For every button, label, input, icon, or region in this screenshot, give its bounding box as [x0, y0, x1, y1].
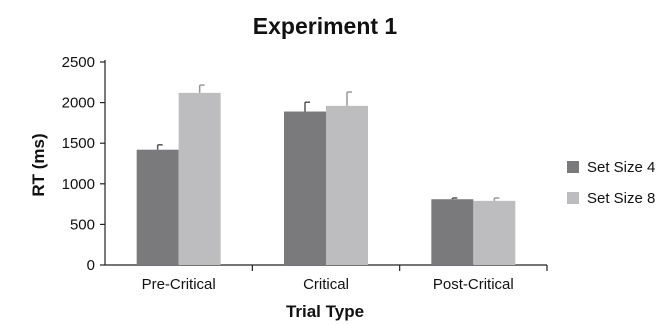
bar: [136, 149, 179, 265]
bar: [284, 111, 326, 265]
y-tick-label: 0: [87, 257, 95, 274]
y-axis-title: RT (ms): [29, 133, 48, 196]
y-tick-label: 1000: [62, 176, 95, 193]
x-tick-label: Critical: [303, 276, 349, 293]
legend-label: Set Size 4: [587, 159, 655, 176]
x-tick-label: Pre-Critical: [142, 276, 216, 293]
legend: Set Size 4 Set Size 8: [567, 159, 655, 207]
bar: [431, 199, 474, 265]
plot-area: 0 500 1000 1500 2000 2500 Pre-Critical Critical…: [62, 54, 548, 293]
y-tick-label: 2500: [62, 54, 95, 71]
x-axis-title: Trial Type: [286, 302, 364, 321]
y-tick-label: 2000: [62, 95, 95, 112]
legend-label: Set Size 8: [587, 190, 655, 207]
y-tick-label: 1500: [62, 135, 95, 152]
legend-swatch: [567, 192, 579, 204]
bar: [473, 200, 516, 265]
y-tick-label: 500: [70, 216, 95, 233]
legend-swatch: [567, 161, 579, 173]
chart-title: Experiment 1: [253, 13, 398, 39]
bar: [326, 105, 368, 266]
bar: [178, 92, 221, 265]
x-tick-label: Post-Critical: [433, 276, 514, 293]
